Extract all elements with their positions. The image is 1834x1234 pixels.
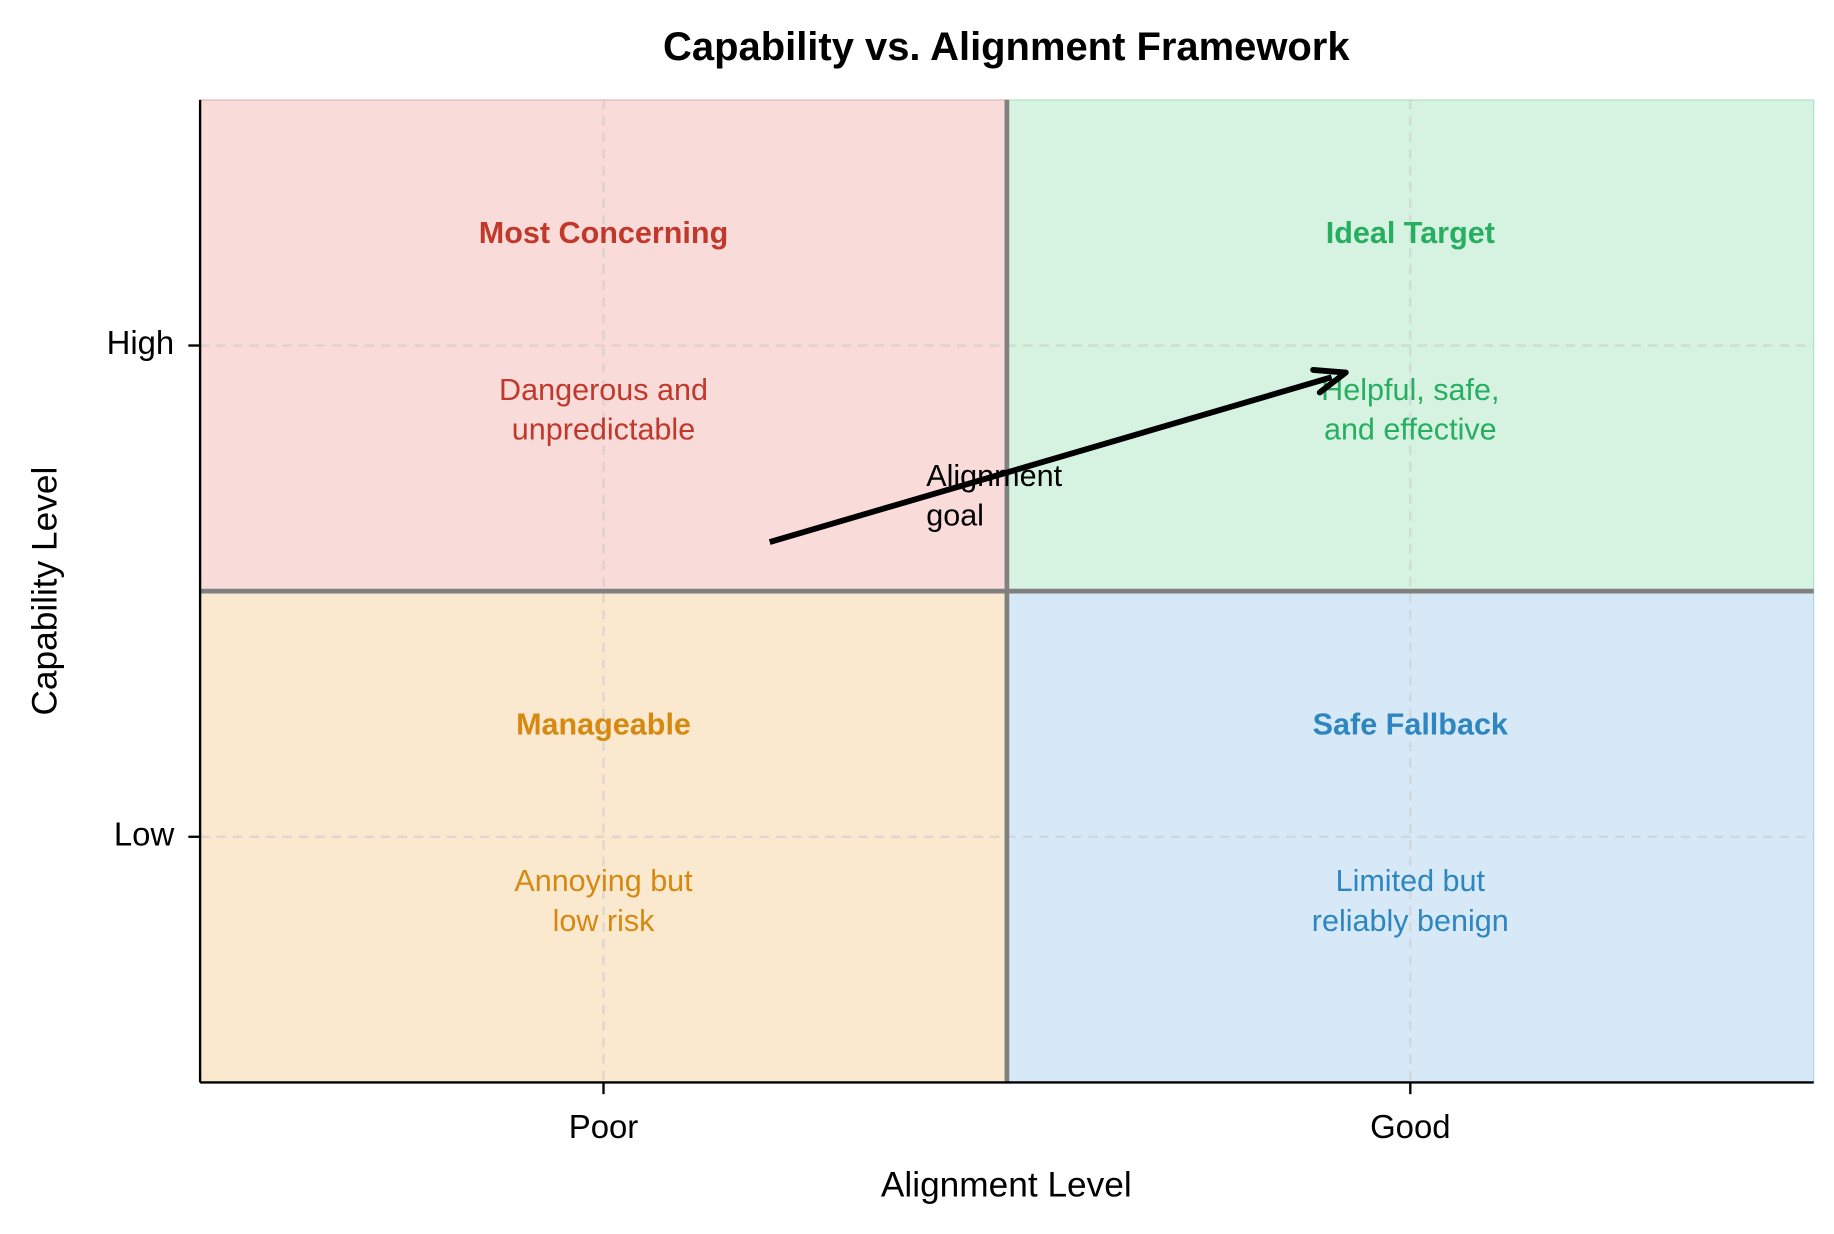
arrow-shaft xyxy=(768,374,1333,545)
quadrant-title: Safe Fallback xyxy=(1313,707,1509,741)
quadrant-title: Most Concerning xyxy=(479,216,728,250)
y-axis-label: Capability Level xyxy=(26,467,65,716)
y-tick-label: High xyxy=(107,324,175,361)
x-tick-label: Poor xyxy=(569,1108,639,1145)
y-tick-label: Low xyxy=(114,815,175,852)
quadrant-description: Dangerous and unpredictable xyxy=(499,373,708,447)
quadrant-description: Annoying but low risk xyxy=(514,864,693,938)
x-tick-label: Good xyxy=(1370,1108,1450,1145)
chart-title: Capability vs. Alignment Framework xyxy=(663,25,1350,69)
quadrant-title: Ideal Target xyxy=(1326,216,1495,250)
arrow-head xyxy=(1310,366,1349,396)
annotation: Alignment goal xyxy=(926,459,1062,533)
quadrant-description: Helpful, safe, and effective xyxy=(1321,373,1499,447)
quadrant-title: Manageable xyxy=(516,707,691,741)
quadrant-description: Limited but reliably benign xyxy=(1312,864,1509,938)
x-axis-label: Alignment Level xyxy=(881,1165,1132,1204)
